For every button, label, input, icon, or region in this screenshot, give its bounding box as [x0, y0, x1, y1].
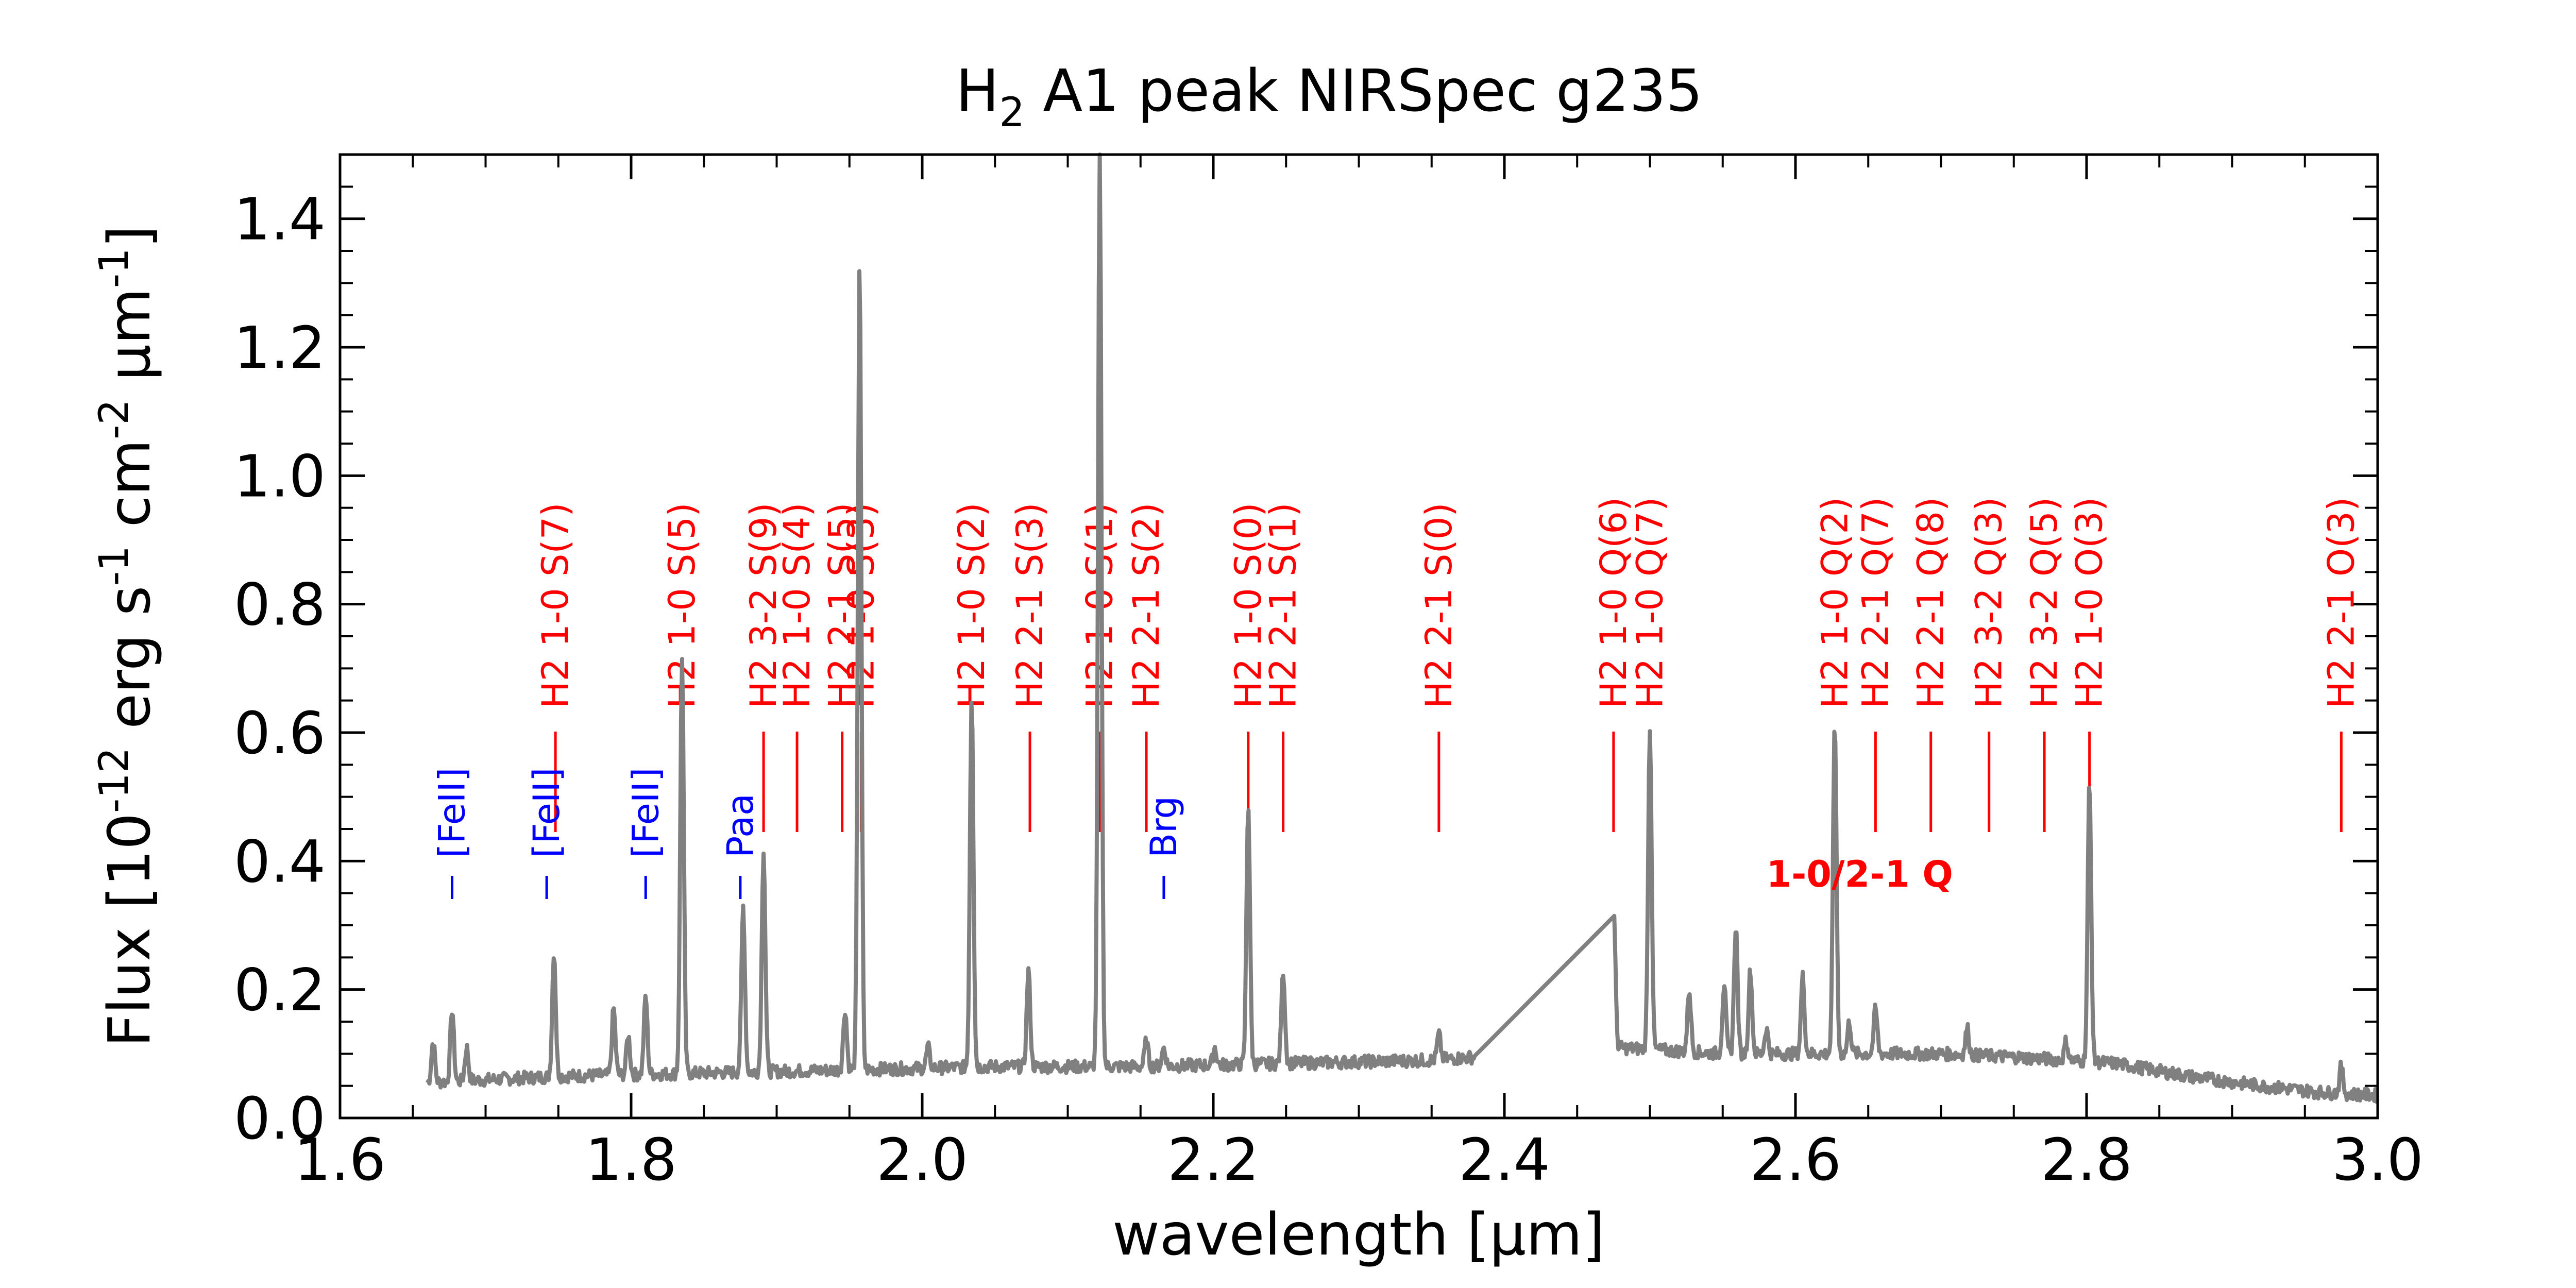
y-label-exp-1: -12	[91, 747, 138, 812]
h2-line-label: H2 3-2 S(9)	[742, 502, 785, 708]
x-tick-label: 2.2	[1167, 1127, 1259, 1194]
h2-line-label: H2 3-2 Q(5)	[2023, 497, 2065, 708]
series-layer	[426, 152, 2380, 1104]
y-tick-label: 0.8	[234, 572, 326, 639]
y-label-exp-2: -1	[91, 546, 138, 586]
h2-line-label: H2 3-2 Q(3)	[1968, 497, 2010, 708]
x-tick-label: 1.6	[294, 1127, 386, 1194]
atomic-line-label: [FeII]	[431, 768, 473, 858]
h2-line-label: H2 2-1 S(3)	[1009, 502, 1051, 708]
y-tick-label: 0.6	[234, 700, 326, 767]
atomic-line-label: Paa	[719, 793, 761, 858]
x-tick-label: 2.4	[1459, 1127, 1550, 1194]
atomic-line-label: [FeII]	[526, 768, 568, 858]
atomic-line-label: Brg	[1143, 796, 1185, 858]
x-tick-label: 2.8	[2041, 1127, 2132, 1194]
y-label-exp-3: -2	[91, 399, 138, 439]
h2-line-label: H2 2-1 Q(7)	[1854, 497, 1896, 708]
x-tick-label: 2.0	[876, 1127, 968, 1194]
h2-line-label: H2 2-1 O(3)	[2320, 497, 2362, 708]
y-axis-label: Flux [10-12 erg s-1 cm-2 μm-1]	[91, 226, 163, 1047]
x-tick-label: 3.0	[2332, 1127, 2424, 1194]
h2-line-label: H2 2-1 S(0)	[1418, 502, 1460, 708]
h2-line-label: H2 1-0 Q(6)	[1592, 497, 1635, 708]
h2-line-label: H2 1-0 S(2)	[951, 502, 993, 708]
q-branch-annotation: 1-0/2-1 Q	[1767, 853, 1953, 895]
spectrum-line	[426, 152, 2380, 1104]
y-tick-label: 0.2	[234, 957, 326, 1024]
x-axis-label: wavelength [μm]	[1112, 1201, 1605, 1268]
y-tick-label: 1.0	[234, 443, 326, 510]
h2-line-label: H2 1-0 S(4)	[776, 502, 818, 708]
y-label-exp-4: -1	[91, 248, 138, 288]
ticks-layer: 1.6 1.8 2.0 2.2 2.4 2.6 2.8 3.0 0.0 0.2 0.4 0.6 0.8 1…	[234, 154, 2424, 1194]
title-subscript: 2	[999, 90, 1025, 136]
y-tick-label: 1.4	[234, 187, 326, 253]
plot-frame	[338, 153, 2379, 1120]
h2-line-label: H2 2-1 Q(8)	[1910, 497, 1952, 708]
h2-line-label: H2 1-0 Q(7)	[1629, 497, 1671, 708]
h2-line-label: H2 1-0 Q(2)	[1814, 497, 1856, 708]
h2-line-label: H2 1-0 O(3)	[2069, 497, 2111, 708]
x-tick-label: 2.6	[1750, 1127, 1841, 1194]
y-tick-label: 0.4	[234, 828, 326, 895]
h2-line-label: H2 1-0 S(7)	[534, 502, 577, 708]
h2-line-label: H2 1-0 S(0)	[1227, 502, 1269, 708]
h2-line-label: H2 2-1 S(2)	[1125, 502, 1167, 708]
h2-line-label: H2 2-1 S(1)	[1262, 502, 1304, 708]
x-tick-label: 1.8	[585, 1127, 677, 1194]
chart-title: H2 A1 peak NIRSpec g235	[956, 58, 1703, 136]
y-tick-label: 0.0	[234, 1086, 326, 1153]
atomic-line-label: [FeII]	[624, 768, 667, 858]
y-tick-label: 1.2	[234, 315, 326, 382]
